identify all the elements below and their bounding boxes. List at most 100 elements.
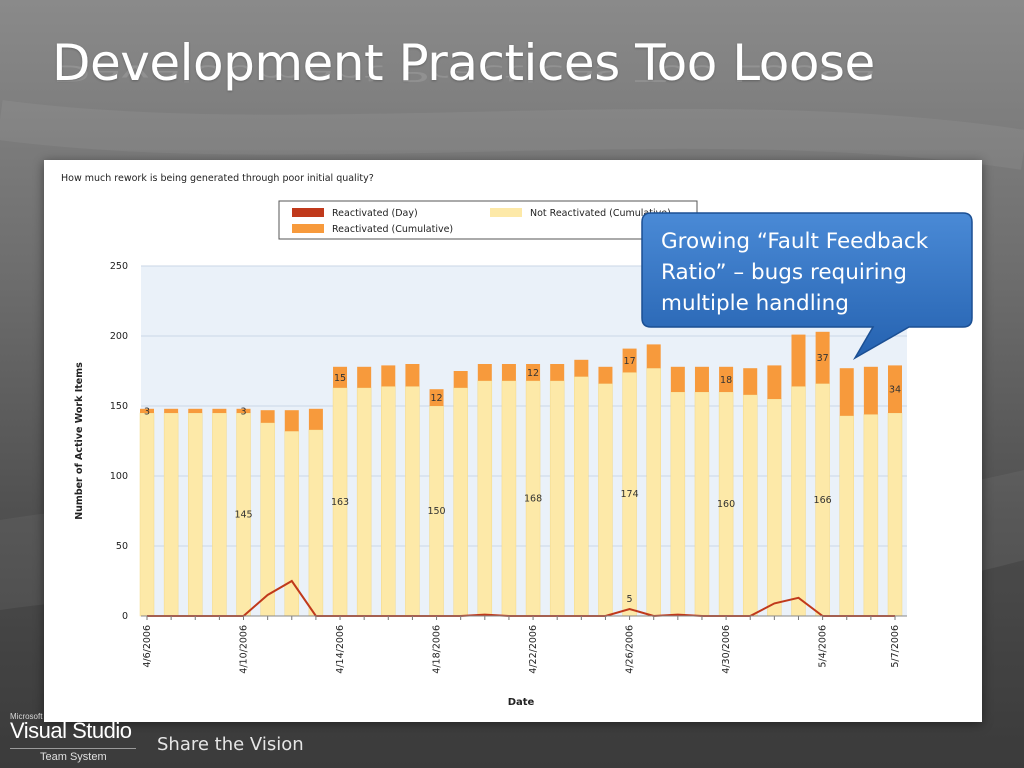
bar-reactivated-cumulative xyxy=(453,371,468,388)
bar-not-reactivated xyxy=(598,383,613,617)
bar-reactivated-cumulative xyxy=(815,331,830,384)
x-tick-label: 5/7/2006 xyxy=(890,625,901,668)
bar-not-reactivated xyxy=(646,367,661,617)
data-label: 174 xyxy=(621,489,639,500)
data-label: 3 xyxy=(144,406,150,417)
bar-not-reactivated xyxy=(863,414,879,617)
bar-reactivated-cumulative xyxy=(839,368,854,416)
bar-not-reactivated xyxy=(356,387,372,617)
data-label: 168 xyxy=(524,493,542,504)
bar-reactivated-cumulative xyxy=(574,359,589,377)
data-label: 37 xyxy=(817,353,829,364)
y-axis-ticks: 0 50 100 150 200 250 xyxy=(110,261,128,622)
bar-not-reactivated xyxy=(260,422,275,617)
bar-not-reactivated xyxy=(574,376,589,617)
legend-swatch xyxy=(292,224,324,233)
chart-title: How much rework is being generated throu… xyxy=(61,173,374,184)
bar-reactivated-cumulative xyxy=(670,366,685,392)
visual-studio-logo: Microsoft Visual Studio Team System xyxy=(10,712,140,764)
data-label: 15 xyxy=(334,373,346,384)
bar-not-reactivated xyxy=(791,386,806,617)
y-tick-label: 100 xyxy=(110,471,128,482)
bar-not-reactivated xyxy=(767,398,782,617)
bar-reactivated-cumulative xyxy=(550,364,565,381)
x-tick-label: 4/26/2006 xyxy=(625,625,636,674)
data-label: 34 xyxy=(889,385,901,396)
legend-label: Reactivated (Day) xyxy=(332,208,418,219)
bar-reactivated-cumulative xyxy=(767,365,782,399)
data-label: 160 xyxy=(717,499,735,510)
bar-not-reactivated xyxy=(381,386,396,617)
bar-reactivated-cumulative xyxy=(526,364,541,381)
bar-reactivated-cumulative xyxy=(888,365,902,413)
bar-not-reactivated xyxy=(163,412,179,617)
bar-reactivated-cumulative xyxy=(260,410,275,423)
bar-reactivated-cumulative xyxy=(333,366,348,388)
data-label: 17 xyxy=(624,356,636,367)
callout-shape xyxy=(641,212,973,361)
bar-not-reactivated xyxy=(188,412,203,617)
data-labels: 3 3 15 12 12 17 18 37 34 145 163 150 168 174 160 166 5 xyxy=(144,353,901,605)
bar-not-reactivated xyxy=(212,412,227,617)
brand-edition: Team System xyxy=(40,751,107,763)
bar-reactivated-cumulative xyxy=(284,410,299,432)
bar-not-reactivated xyxy=(405,386,420,617)
bar-reactivated-cumulative xyxy=(308,408,323,430)
legend-label: Reactivated (Cumulative) xyxy=(332,224,453,235)
data-label: 166 xyxy=(814,495,832,506)
bar-not-reactivated xyxy=(670,391,686,617)
data-label: 150 xyxy=(427,506,445,517)
bar-not-reactivated xyxy=(549,380,565,617)
data-label: 18 xyxy=(720,375,732,386)
data-label: 145 xyxy=(234,510,252,521)
data-label: 12 xyxy=(527,368,539,379)
bar-reactivated-cumulative xyxy=(719,366,734,392)
bar-not-reactivated xyxy=(453,387,468,617)
y-tick-label: 200 xyxy=(110,331,128,342)
bar-reactivated-cumulative xyxy=(791,334,806,387)
bar-not-reactivated xyxy=(477,380,493,617)
x-tick-label: 4/6/2006 xyxy=(142,625,153,668)
x-axis-ticks: 4/6/2006 4/10/2006 4/14/2006 4/18/2006 4/22/… xyxy=(142,616,901,674)
data-label: 3 xyxy=(240,406,246,417)
bar-not-reactivated xyxy=(308,429,324,617)
brand-divider xyxy=(10,748,136,749)
bar-reactivated-cumulative xyxy=(863,366,878,415)
bar-not-reactivated xyxy=(839,415,854,617)
bar-not-reactivated xyxy=(139,412,155,617)
bar-reactivated-cumulative xyxy=(405,364,420,387)
bar-reactivated-cumulative xyxy=(212,408,227,413)
data-label: 12 xyxy=(431,393,443,404)
tagline: Share the Vision xyxy=(157,734,304,755)
x-tick-label: 5/4/2006 xyxy=(818,625,829,668)
bar-not-reactivated xyxy=(694,391,710,617)
callout-text: Growing “Fault Feedback Ratio” – bugs re… xyxy=(661,229,929,316)
bar-reactivated-cumulative xyxy=(646,344,661,369)
bars xyxy=(139,331,903,617)
bar-reactivated-cumulative xyxy=(140,408,154,413)
x-tick-label: 4/22/2006 xyxy=(528,625,539,674)
legend-swatch xyxy=(292,208,324,217)
bar-reactivated-cumulative xyxy=(188,408,203,413)
y-tick-label: 250 xyxy=(110,261,128,272)
brand-product: Visual Studio xyxy=(10,718,132,743)
bar-reactivated-cumulative xyxy=(743,368,758,395)
data-label: 5 xyxy=(627,594,633,605)
x-tick-label: 4/10/2006 xyxy=(239,625,250,674)
bar-not-reactivated xyxy=(501,380,517,617)
x-axis-label: Date xyxy=(508,697,535,708)
bar-reactivated-cumulative xyxy=(381,365,396,387)
y-tick-label: 150 xyxy=(110,401,128,412)
chart-legend: Reactivated (Day) Reactivated (Cumulative… xyxy=(278,200,698,240)
x-tick-label: 4/30/2006 xyxy=(721,625,732,674)
x-tick-label: 4/14/2006 xyxy=(335,625,346,674)
bar-reactivated-cumulative xyxy=(501,364,516,381)
bar-reactivated-cumulative xyxy=(164,408,179,413)
bar-reactivated-cumulative xyxy=(622,348,637,373)
callout-bubble: Growing “Fault Feedback Ratio” – bugs re… xyxy=(641,212,973,361)
bar-reactivated-cumulative xyxy=(357,366,372,388)
y-axis-label: Number of Active Work Items xyxy=(74,362,85,520)
legend-swatch xyxy=(490,208,522,217)
y-tick-label: 0 xyxy=(122,611,128,622)
bar-reactivated-cumulative xyxy=(429,389,444,406)
